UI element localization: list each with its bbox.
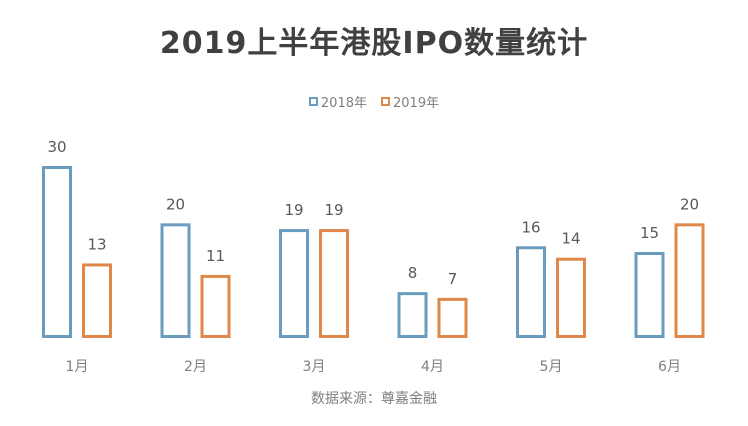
category-label-6月: 6月 [658, 359, 681, 375]
bar-2018年-1月 [42, 166, 72, 338]
bar-2019年-2月 [200, 274, 231, 338]
legend-item-2019: 2019年 [381, 92, 439, 111]
category-label-4月: 4月 [421, 359, 444, 375]
category-label-5月: 5月 [540, 359, 563, 375]
value-label-2018年-5月: 16 [521, 218, 540, 236]
legend-label-2019: 2019年 [393, 96, 440, 111]
value-label-2019年-3月: 19 [324, 201, 343, 219]
legend-label-2018: 2018年 [320, 96, 367, 111]
bar-2019年-6月 [674, 223, 705, 338]
legend-swatch-2018 [308, 97, 318, 106]
bar-2018年-4月 [397, 292, 428, 338]
bar-2019年-5月 [556, 257, 586, 339]
category-label-2月: 2月 [184, 359, 207, 375]
chart-legend: 2018年 2019年 [0, 92, 748, 111]
category-label-3月: 3月 [303, 359, 326, 375]
value-label-2019年-2月: 11 [206, 247, 225, 265]
value-label-2019年-5月: 14 [561, 230, 580, 248]
bar-2018年-6月 [634, 252, 665, 338]
value-label-2018年-2月: 20 [166, 195, 185, 213]
category-label-1月: 1月 [66, 359, 89, 375]
bar-2019年-1月 [82, 263, 112, 339]
value-label-2019年-1月: 13 [87, 235, 106, 253]
value-label-2018年-1月: 30 [47, 138, 66, 156]
source-note: 数据来源：尊嘉金融 [311, 391, 437, 407]
bar-2019年-3月 [319, 229, 349, 338]
bar-2019年-4月 [437, 297, 468, 339]
value-label-2019年-4月: 7 [448, 270, 458, 288]
chart-title: 2019上半年港股IPO数量统计 [159, 26, 589, 61]
value-label-2018年-6月: 15 [640, 224, 659, 242]
value-label-2018年-4月: 8 [408, 264, 418, 282]
value-label-2019年-6月: 20 [680, 195, 699, 213]
bar-2018年-5月 [516, 246, 546, 338]
legend-item-2018: 2018年 [308, 92, 367, 111]
legend-swatch-2019 [381, 97, 390, 106]
value-label-2018年-3月: 19 [284, 201, 303, 219]
bar-2018年-3月 [279, 229, 309, 338]
bar-2018年-2月 [160, 223, 191, 338]
